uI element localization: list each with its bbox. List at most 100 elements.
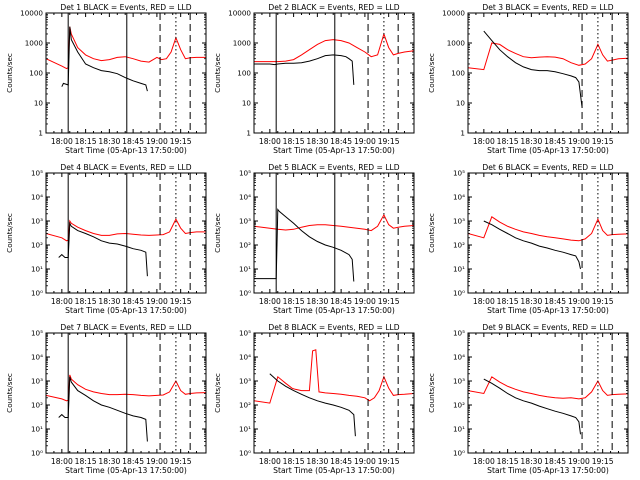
x-tick-label: 18:45: [122, 137, 144, 146]
x-tick-label: 19:15: [378, 457, 400, 466]
x-tick-label: 18:15: [497, 137, 519, 146]
x-axis-label: Start Time (05-Apr-13 17:50:00): [273, 466, 395, 475]
y-tick-label: 10¹: [453, 425, 465, 434]
y-tick-label: 100: [451, 69, 465, 78]
y-tick-label: 10¹: [31, 425, 43, 434]
panel-det-8: Det 8 BLACK = Events, RED = LLD 18:00 18:1…: [213, 323, 415, 475]
y-tick-label: 1: [38, 129, 43, 138]
y-tick-label: 1000: [447, 39, 466, 48]
x-tick-label: 19:00: [146, 457, 168, 466]
panel-det-9: Det 9 BLACK = Events, RED = LLD 18:00 18:1…: [427, 323, 629, 475]
panel-det-1: Det 1 BLACK = Events, RED = LLD 18:00 18:1…: [5, 3, 207, 155]
panel-title: Det 5 BLACK = Events, RED = LLD: [268, 163, 399, 172]
series-events: [483, 30, 583, 108]
x-tick-label: 18:45: [330, 137, 352, 146]
x-tick-label: 19:15: [592, 137, 614, 146]
y-tick-label: 10: [242, 99, 252, 108]
y-tick-label: 10¹: [453, 265, 465, 274]
y-tick-label: 10⁰: [239, 449, 251, 458]
x-tick-label: 19:15: [170, 137, 192, 146]
x-tick-label: 18:45: [330, 297, 352, 306]
x-axis-label: Start Time (05-Apr-13 17:50:00): [65, 146, 187, 155]
x-tick-label: 18:45: [122, 457, 144, 466]
x-tick-label: 18:00: [259, 297, 281, 306]
series-lld: [468, 42, 628, 71]
series-lld: [468, 216, 628, 242]
plot-frame: [467, 332, 629, 454]
series-lld: [468, 376, 628, 400]
x-tick-label: 18:00: [473, 137, 495, 146]
y-tick-label: 10⁰: [31, 289, 43, 298]
y-tick-label: 10⁴: [239, 193, 251, 202]
y-tick-label: 10⁵: [453, 329, 465, 338]
x-tick-label: 18:45: [544, 137, 566, 146]
x-tick-label: 19:15: [592, 457, 614, 466]
series-lld: [254, 213, 414, 232]
y-tick-label: 10¹: [239, 425, 251, 434]
x-tick-label: 18:30: [520, 297, 542, 306]
y-tick-label: 10³: [239, 217, 251, 226]
y-tick-label: 10000: [442, 9, 465, 18]
y-tick-label: 10⁵: [239, 169, 251, 178]
x-tick-label: 18:15: [497, 457, 519, 466]
y-tick-label: 10³: [239, 377, 251, 386]
y-tick-label: 10²: [239, 401, 251, 410]
y-tick-label: 10⁰: [453, 449, 465, 458]
x-axis-label: Start Time (05-Apr-13 17:50:00): [65, 306, 187, 315]
x-tick-label: 19:00: [568, 297, 590, 306]
plot-frame: [253, 332, 415, 454]
x-tick-label: 18:30: [306, 137, 328, 146]
y-tick-label: 100: [237, 69, 251, 78]
x-tick-label: 19:00: [146, 297, 168, 306]
y-tick-label: 10: [456, 99, 466, 108]
series-events: [254, 54, 355, 85]
plot-frame: [45, 172, 207, 294]
series-lld: [254, 349, 414, 404]
x-tick-label: 18:45: [544, 457, 566, 466]
plot-frame: [253, 12, 415, 134]
y-tick-label: 10¹: [31, 265, 43, 274]
y-tick-label: 10⁴: [453, 193, 465, 202]
y-tick-label: 10²: [31, 241, 43, 250]
x-tick-label: 19:00: [146, 137, 168, 146]
x-axis-label: Start Time (05-Apr-13 17:50:00): [487, 306, 609, 315]
y-tick-label: 10⁵: [31, 329, 43, 338]
x-tick-label: 18:00: [51, 457, 73, 466]
x-tick-label: 19:00: [568, 137, 590, 146]
x-tick-label: 18:00: [259, 457, 281, 466]
panel-det-3: Det 3 BLACK = Events, RED = LLD 18:00 18:1…: [427, 3, 629, 155]
y-tick-label: 10²: [453, 401, 465, 410]
y-axis-label: Counts/sec: [5, 53, 14, 93]
y-axis-label: Counts/sec: [427, 213, 436, 253]
y-tick-label: 1: [460, 129, 465, 138]
panel-title: Det 7 BLACK = Events, RED = LLD: [60, 323, 191, 332]
x-tick-label: 18:30: [98, 457, 120, 466]
panel-title: Det 3 BLACK = Events, RED = LLD: [482, 3, 613, 12]
panel-title: Det 9 BLACK = Events, RED = LLD: [482, 323, 613, 332]
series-events: [483, 220, 581, 270]
panel-title: Det 2 BLACK = Events, RED = LLD: [268, 3, 399, 12]
series-events: [269, 373, 356, 437]
x-tick-label: 18:15: [283, 297, 305, 306]
x-tick-label: 18:30: [98, 297, 120, 306]
x-tick-label: 18:00: [259, 137, 281, 146]
x-tick-label: 18:15: [75, 297, 97, 306]
y-tick-label: 10³: [453, 377, 465, 386]
x-tick-label: 18:45: [330, 457, 352, 466]
panel-det-2: Det 2 BLACK = Events, RED = LLD 18:00 18:1…: [213, 3, 415, 155]
x-tick-label: 19:00: [568, 457, 590, 466]
x-tick-label: 18:00: [473, 457, 495, 466]
x-tick-label: 18:15: [497, 297, 519, 306]
panel-title: Det 6 BLACK = Events, RED = LLD: [482, 163, 613, 172]
series-events: [58, 221, 148, 277]
x-tick-label: 19:15: [378, 297, 400, 306]
x-axis-label: Start Time (05-Apr-13 17:50:00): [273, 306, 395, 315]
series-events: [254, 208, 355, 282]
y-axis-label: Counts/sec: [213, 373, 222, 413]
x-tick-label: 18:15: [75, 137, 97, 146]
x-tick-label: 19:15: [592, 297, 614, 306]
y-tick-label: 1000: [25, 39, 44, 48]
panel-det-5: Det 5 BLACK = Events, RED = LLD 18:00 18:1…: [213, 163, 415, 315]
y-tick-label: 10³: [31, 377, 43, 386]
x-tick-label: 18:00: [473, 297, 495, 306]
